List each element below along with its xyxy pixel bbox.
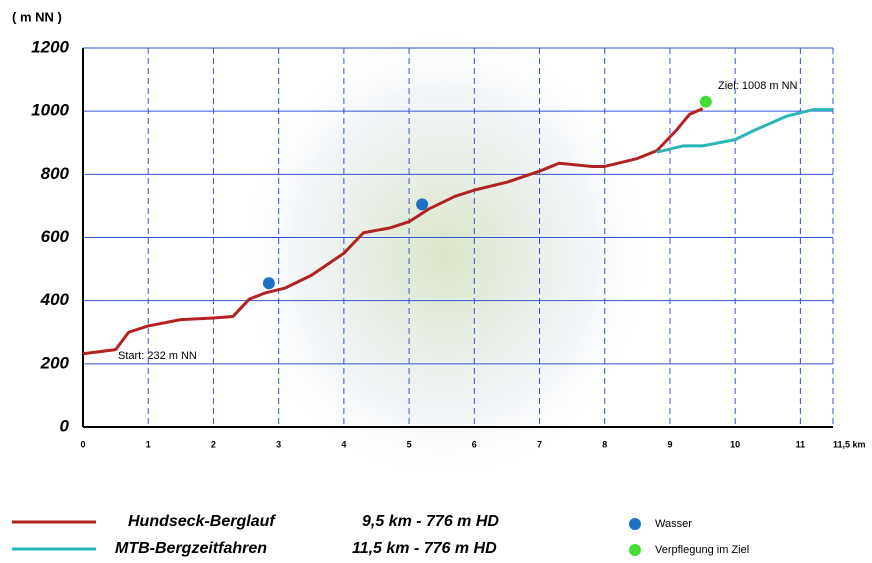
y-tick-label: 200 [40,353,70,372]
marker-point [262,277,275,290]
legend-label: Wasser [655,518,692,530]
background-image [230,20,660,490]
profile-line [656,108,833,154]
legend-detail: 9,5 km - 776 m HD [362,513,499,530]
x-tick-label: 4 [341,439,346,449]
legend-marker [629,544,641,556]
profile-line [82,107,704,356]
finish-annotation: Ziel: 1008 m NN [718,80,798,92]
y-tick-label: 800 [41,164,70,183]
x-tick-label: 2 [211,439,216,449]
legend-label: Hundseck-Berglauf [128,513,276,530]
y-tick-label: 1200 [31,37,69,56]
start-annotation: Start: 232 m NN [118,350,197,362]
legend-detail: 11,5 km - 776 m HD [352,540,497,557]
x-tick-label: 6 [472,439,477,449]
x-tick-label: 11,5 km [833,439,866,449]
marker-point [699,95,712,108]
x-tick-label: 1 [146,439,151,449]
x-tick-label: 10 [730,439,740,449]
y-tick-label: 600 [41,227,70,246]
legend-marker [629,518,641,530]
x-tick-label: 9 [667,439,672,449]
x-tick-label: 5 [407,439,412,449]
y-axis-label: ( m NN ) [12,9,62,24]
y-tick-label: 1000 [31,101,69,120]
x-tick-label: 8 [602,439,607,449]
x-tick-label: 7 [537,439,542,449]
y-tick-label: 400 [40,290,70,309]
x-tick-label: 0 [80,439,85,449]
y-tick-label: 0 [60,416,70,435]
x-tick-label: 11 [796,439,806,449]
marker-point [416,198,429,211]
legend-label: Verpflegung im Ziel [655,544,749,556]
x-tick-label: 3 [276,439,281,449]
legend-label: MTB-Bergzeitfahren [115,540,267,557]
